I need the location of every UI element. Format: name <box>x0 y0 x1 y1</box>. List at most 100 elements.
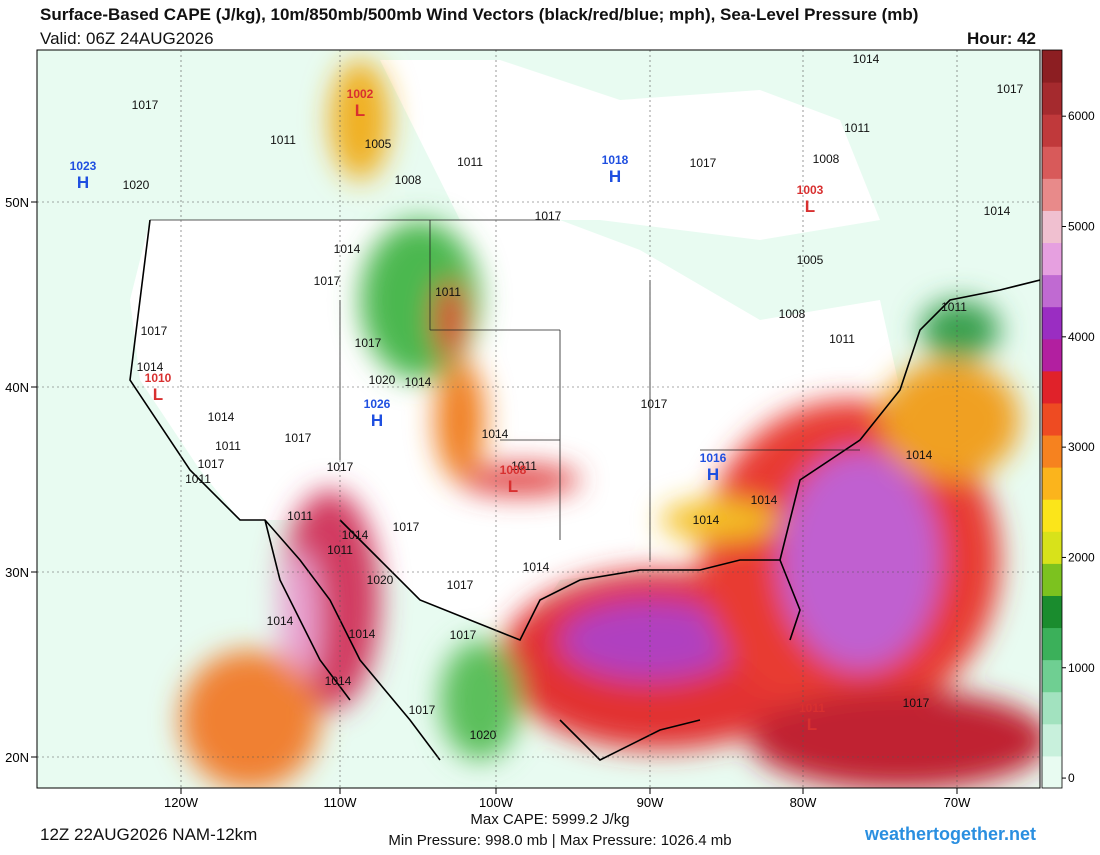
isobar-label: 1014 <box>482 427 509 441</box>
isobar-label: 1017 <box>198 457 225 471</box>
isobar-label: 1017 <box>132 98 159 112</box>
isobar-label: 1011 <box>457 155 483 169</box>
latitude-label: 20N <box>5 750 29 765</box>
colorbar-segment <box>1042 691 1062 725</box>
center-value: 1003 <box>797 183 824 197</box>
isobar-label: 1011 <box>287 509 313 523</box>
center-symbol: L <box>153 385 163 404</box>
colorbar-segment <box>1042 755 1062 789</box>
isobar-label: 1008 <box>395 173 422 187</box>
center-value: 1023 <box>70 159 97 173</box>
isobar-label: 1011 <box>435 285 461 299</box>
colorbar-segment <box>1042 467 1062 500</box>
graticule <box>37 50 1040 788</box>
isobar-label: 1014 <box>267 614 294 628</box>
center-symbol: H <box>77 173 89 192</box>
center-value: 1002 <box>347 87 374 101</box>
latitude-label: 30N <box>5 565 29 580</box>
isobar-label: 1011 <box>327 543 353 557</box>
coastline <box>129 219 1040 761</box>
colorbar-tick-label: 6000 <box>1068 109 1095 123</box>
isobar-label: 1014 <box>984 204 1011 218</box>
center-value: 1008 <box>500 463 527 477</box>
isobar-label: 1014 <box>693 513 720 527</box>
colorbar-segment <box>1042 146 1062 179</box>
isobar-label: 1014 <box>349 627 376 641</box>
isobar-label: 1017 <box>903 696 930 710</box>
isobar-label: 1014 <box>342 528 369 542</box>
isobar-label: 1005 <box>797 253 824 267</box>
center-value: 1026 <box>364 397 391 411</box>
isobar-label: 1017 <box>285 431 312 445</box>
center-symbol: H <box>371 411 383 430</box>
valid-time: Valid: 06Z 24AUG2026 <box>40 29 214 48</box>
colorbar-segment <box>1042 563 1062 596</box>
longitude-label: 70W <box>944 795 971 810</box>
isobar-label: 1011 <box>844 121 870 135</box>
colorbar-segment <box>1042 659 1062 693</box>
colorbar-segment <box>1042 370 1062 404</box>
isobar-label: 1014 <box>405 375 432 389</box>
isobar-label: 1014 <box>906 448 933 462</box>
center-symbol: H <box>609 167 621 186</box>
center-symbol: L <box>807 715 817 734</box>
axis-labels: 50N 40N 30N 20N 120W 110W 100W 90W 80W 70W <box>5 195 971 810</box>
center-symbol: L <box>508 477 518 496</box>
isobar-label: 1017 <box>327 460 354 474</box>
colorbar-segment <box>1042 595 1062 629</box>
model-run: 12Z 22AUG2026 NAM-12km <box>40 825 257 844</box>
isobar-label: 1014 <box>208 410 235 424</box>
isobar-label: 1011 <box>829 332 855 346</box>
center-symbol: H <box>707 465 719 484</box>
forecast-hour: Hour: 42 <box>967 29 1036 48</box>
isobar-label: 1011 <box>511 459 537 473</box>
latitude-label: 50N <box>5 195 29 210</box>
isobar-label: 1017 <box>447 578 474 592</box>
center-symbol: L <box>355 101 365 120</box>
longitude-label: 120W <box>164 795 199 810</box>
colorbar-segment <box>1042 306 1062 340</box>
isobar-label: 1008 <box>813 152 840 166</box>
colorbar-segment <box>1042 435 1062 468</box>
colorbar-tick-label: 3000 <box>1068 440 1095 454</box>
cape-shading <box>180 60 1040 788</box>
colorbar-segment <box>1042 499 1062 532</box>
center-value: 1018 <box>602 153 629 167</box>
colorbar-tick-label: 4000 <box>1068 330 1095 344</box>
max-cape: Max CAPE: 5999.2 J/kg <box>470 811 629 828</box>
isobar-label: 1017 <box>393 520 420 534</box>
isobar-label: 1011 <box>215 439 241 453</box>
colorbar-segment <box>1042 531 1062 564</box>
isobar-label: 1017 <box>141 324 168 338</box>
isobar-label: 1020 <box>369 373 396 387</box>
longitude-label: 80W <box>790 795 817 810</box>
colorbar-tick-label: 1000 <box>1068 661 1095 675</box>
isobar-label: 1020 <box>367 573 394 587</box>
colorbar-segment <box>1042 82 1062 115</box>
isobar-label: 1014 <box>334 242 361 256</box>
isobar-label: 1020 <box>470 728 497 742</box>
isobar-label: 1011 <box>185 472 211 486</box>
longitude-label: 100W <box>479 795 514 810</box>
map-frame <box>36 49 1041 789</box>
canada-interior <box>380 60 880 240</box>
colorbar-segment <box>1042 338 1062 372</box>
colorbar-segment <box>1042 50 1062 83</box>
site-credit: weathertogether.net <box>864 824 1036 844</box>
isobar-label: 1008 <box>779 307 806 321</box>
isobar-label: 1020 <box>123 178 150 192</box>
colorbar-segment <box>1042 402 1062 436</box>
colorbar-segment <box>1042 723 1062 757</box>
colorbar-segment <box>1042 242 1062 276</box>
isobar-label: 1017 <box>314 274 341 288</box>
center-value: 1011 <box>799 701 825 715</box>
colorbar-segment <box>1042 627 1062 661</box>
longitude-label: 90W <box>637 795 664 810</box>
latitude-label: 40N <box>5 380 29 395</box>
isobar-label: 1017 <box>690 156 717 170</box>
isobar-label: 1014 <box>523 560 550 574</box>
colorbar: 0 1000 2000 3000 4000 5000 6000 <box>1041 49 1095 789</box>
